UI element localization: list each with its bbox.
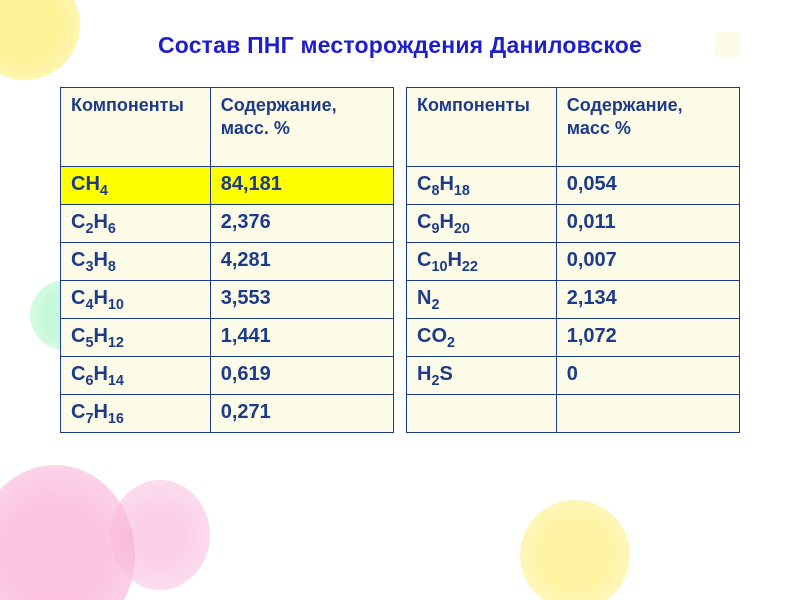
left-component-cell: C3H8	[61, 243, 211, 281]
left-header-components: Компоненты	[61, 88, 211, 167]
right-row: N22,134	[407, 281, 740, 319]
decoration-yellow-br	[520, 500, 630, 600]
right-table: Компоненты Содержание, масс % C8H180,054…	[406, 87, 740, 433]
left-value-cell: 0,271	[210, 395, 393, 433]
left-row: C7H160,271	[61, 395, 394, 433]
right-component-cell: C9H20	[407, 205, 557, 243]
left-component-cell: C4H10	[61, 281, 211, 319]
left-value-cell: 0,619	[210, 357, 393, 395]
left-row: CH484,181	[61, 167, 394, 205]
right-component-cell: C10H22	[407, 243, 557, 281]
right-row: C8H180,054	[407, 167, 740, 205]
page-title: Состав ПНГ месторождения Даниловское	[0, 0, 800, 59]
right-row: H2S0	[407, 357, 740, 395]
decoration-pink-bl2	[110, 480, 210, 590]
right-row: CO21,072	[407, 319, 740, 357]
left-value-cell: 4,281	[210, 243, 393, 281]
left-row: C2H62,376	[61, 205, 394, 243]
right-component-cell: C8H18	[407, 167, 557, 205]
decoration-pink-bl	[0, 465, 135, 600]
left-value-cell: 3,553	[210, 281, 393, 319]
right-header-content: Содержание, масс %	[556, 88, 739, 167]
right-value-cell: 0,007	[556, 243, 739, 281]
right-component-cell: H2S	[407, 357, 557, 395]
right-component-cell	[407, 395, 557, 433]
right-value-cell: 1,072	[556, 319, 739, 357]
left-row: C5H121,441	[61, 319, 394, 357]
right-header-components: Компоненты	[407, 88, 557, 167]
left-value-cell: 84,181	[210, 167, 393, 205]
left-component-cell: CH4	[61, 167, 211, 205]
left-value-cell: 1,441	[210, 319, 393, 357]
right-value-cell: 0	[556, 357, 739, 395]
right-row: C10H220,007	[407, 243, 740, 281]
left-row: C3H84,281	[61, 243, 394, 281]
right-value-cell: 0,054	[556, 167, 739, 205]
left-component-cell: C2H6	[61, 205, 211, 243]
left-row: C6H140,619	[61, 357, 394, 395]
left-component-cell: C7H16	[61, 395, 211, 433]
left-component-cell: C6H14	[61, 357, 211, 395]
right-row: C9H200,011	[407, 205, 740, 243]
right-value-cell: 2,134	[556, 281, 739, 319]
right-component-cell: N2	[407, 281, 557, 319]
left-table: Компоненты Содержание, масс. % CH484,181…	[60, 87, 394, 433]
right-row	[407, 395, 740, 433]
left-header-content: Содержание, масс. %	[210, 88, 393, 167]
tables-container: Компоненты Содержание, масс. % CH484,181…	[0, 59, 800, 433]
right-value-cell: 0,011	[556, 205, 739, 243]
left-value-cell: 2,376	[210, 205, 393, 243]
right-value-cell	[556, 395, 739, 433]
right-component-cell: CO2	[407, 319, 557, 357]
left-row: C4H103,553	[61, 281, 394, 319]
left-component-cell: C5H12	[61, 319, 211, 357]
